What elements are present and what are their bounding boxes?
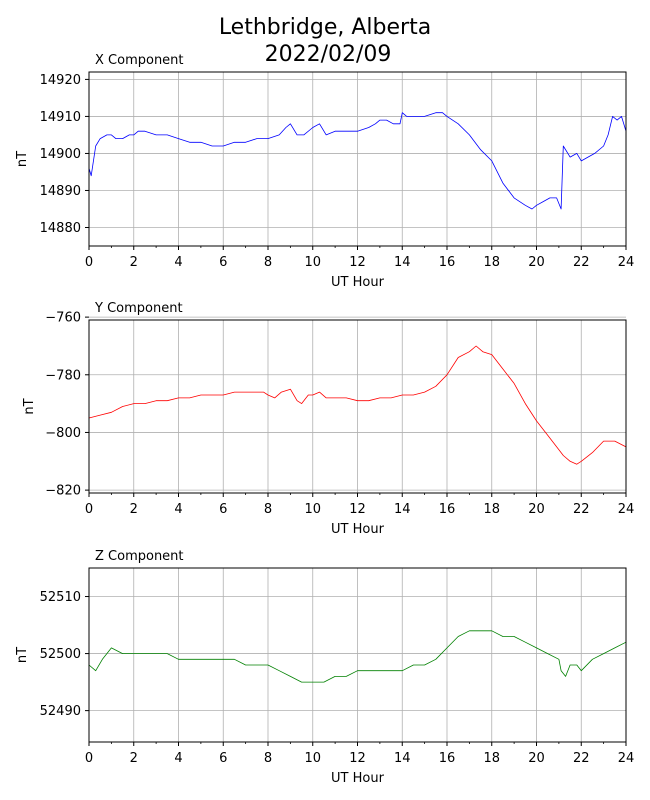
x-component-series-line bbox=[88, 112, 627, 210]
x-component-y-tick-label: 14880 bbox=[40, 221, 81, 236]
z-component-x-tick-label: 6 bbox=[219, 751, 227, 766]
z-component-x-tick-label: 24 bbox=[618, 751, 635, 766]
x-component-y-tick-label: 14890 bbox=[40, 184, 81, 199]
z-component-series-line bbox=[88, 630, 627, 683]
x-component-x-tick-label: 8 bbox=[264, 255, 272, 270]
x-component-x-axis-label: UT Hour bbox=[331, 275, 385, 290]
y-component-x-tick-label: 0 bbox=[85, 502, 93, 517]
z-component-x-tick-label: 8 bbox=[264, 751, 272, 766]
y-component-x-tick-label: 18 bbox=[483, 502, 500, 517]
y-component-x-tick-label: 16 bbox=[439, 502, 456, 517]
x-component-x-tick-label: 22 bbox=[573, 255, 590, 270]
z-component-x-tick-label: 14 bbox=[394, 751, 411, 766]
x-component-y-tick-label: 14910 bbox=[40, 110, 81, 125]
z-component-x-tick-label: 2 bbox=[130, 751, 138, 766]
y-component-y-tick-label: −780 bbox=[45, 368, 81, 383]
x-component-x-tick-label: 0 bbox=[85, 255, 93, 270]
y-component-x-tick-label: 4 bbox=[174, 502, 182, 517]
figure-title-line1: Lethbridge, Alberta bbox=[219, 15, 431, 40]
y-component-x-tick-label: 10 bbox=[304, 502, 321, 517]
x-component-x-tick-label: 20 bbox=[528, 255, 545, 270]
z-component-y-tick-label: 52490 bbox=[40, 704, 81, 719]
z-component-x-tick-label: 10 bbox=[304, 751, 321, 766]
z-component-x-tick-label: 0 bbox=[85, 751, 93, 766]
y-component-x-tick-label: 6 bbox=[219, 502, 227, 517]
y-component-x-tick-label: 22 bbox=[573, 502, 590, 517]
y-component-x-tick-label: 14 bbox=[394, 502, 411, 517]
z-component-x-tick-label: 12 bbox=[349, 751, 366, 766]
z-component-x-tick-label: 22 bbox=[573, 751, 590, 766]
z-component-panel-title: Z Component bbox=[95, 549, 184, 564]
y-component-y-tick-label: −820 bbox=[45, 484, 81, 499]
z-component-x-tick-label: 16 bbox=[439, 751, 456, 766]
z-component-x-tick-label: 4 bbox=[174, 751, 182, 766]
y-component-x-tick-label: 2 bbox=[130, 502, 138, 517]
x-component-x-tick-label: 18 bbox=[483, 255, 500, 270]
y-component-series-line bbox=[88, 345, 627, 465]
x-component-x-tick-label: 2 bbox=[130, 255, 138, 270]
x-component-x-tick-label: 4 bbox=[174, 255, 182, 270]
z-component-x-axis-label: UT Hour bbox=[331, 771, 385, 786]
y-component-y-tick-label: −800 bbox=[45, 426, 81, 441]
y-component-x-tick-label: 20 bbox=[528, 502, 545, 517]
x-component-x-tick-label: 16 bbox=[439, 255, 456, 270]
y-component-y-axis-label: nT bbox=[22, 398, 37, 414]
x-component-x-tick-label: 12 bbox=[349, 255, 366, 270]
y-component-y-tick-label: −760 bbox=[45, 311, 81, 326]
z-component-x-tick-label: 18 bbox=[483, 751, 500, 766]
y-component-x-axis-label: UT Hour bbox=[331, 522, 385, 537]
x-component-y-axis-label: nT bbox=[15, 151, 30, 167]
z-component-y-tick-label: 52510 bbox=[40, 590, 81, 605]
x-component-x-tick-label: 24 bbox=[618, 255, 635, 270]
y-component-x-tick-label: 8 bbox=[264, 502, 272, 517]
y-component-x-tick-label: 24 bbox=[618, 502, 635, 517]
z-component-y-tick-label: 52500 bbox=[40, 647, 81, 662]
x-component-x-tick-label: 6 bbox=[219, 255, 227, 270]
x-component-panel: 0 2 4 6 8 10 12 14 16 18 20 22 241488014890149001491… bbox=[15, 53, 634, 290]
y-component-x-tick-label: 12 bbox=[349, 502, 366, 517]
z-component-x-tick-label: 20 bbox=[528, 751, 545, 766]
figure-title-line2: 2022/02/09 bbox=[265, 42, 392, 67]
x-component-x-tick-label: 14 bbox=[394, 255, 411, 270]
x-component-y-tick-label: 14900 bbox=[40, 147, 81, 162]
x-component-panel-title: X Component bbox=[95, 53, 184, 68]
y-component-panel-title: Y Component bbox=[94, 301, 183, 316]
z-component-y-axis-label: nT bbox=[15, 647, 30, 663]
x-component-x-tick-label: 10 bbox=[304, 255, 321, 270]
x-component-y-tick-label: 14920 bbox=[40, 73, 81, 88]
